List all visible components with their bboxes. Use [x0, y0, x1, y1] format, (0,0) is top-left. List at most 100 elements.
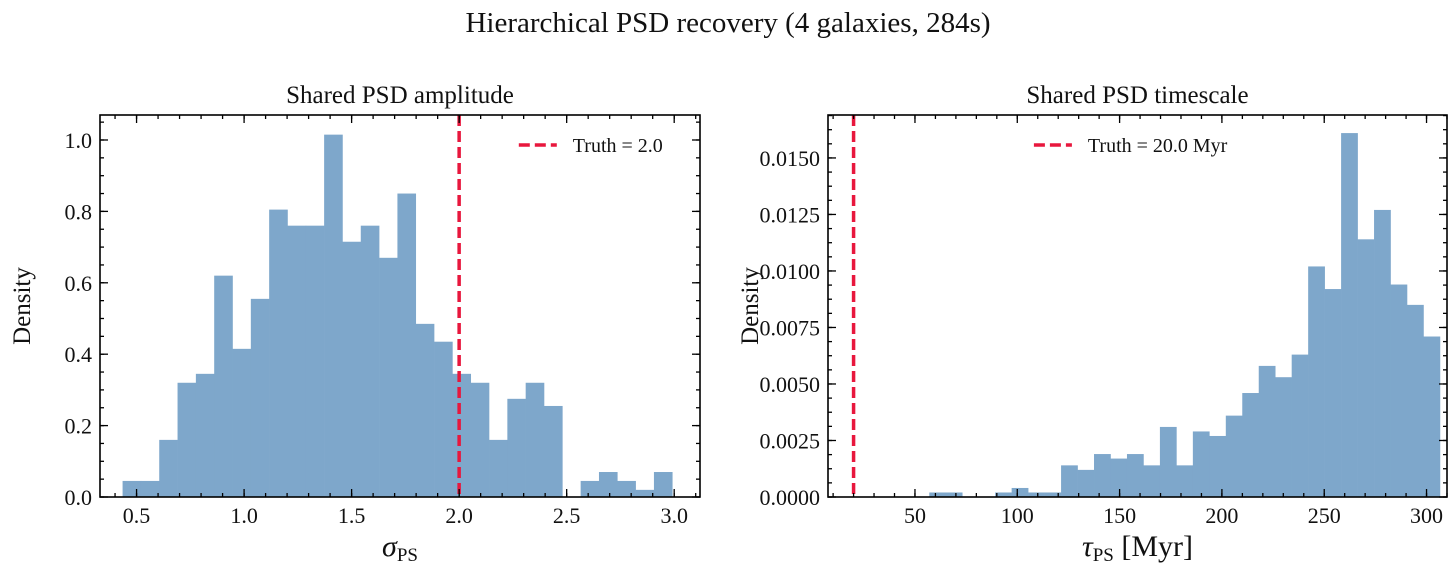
histogram-bar [305, 225, 325, 498]
legend: Truth = 2.0 [518, 135, 663, 157]
x-tick-label: 300 [1410, 503, 1443, 528]
histogram-bar [1341, 133, 1358, 497]
x-tick-label: 1.0 [230, 503, 258, 528]
histogram-bar [1011, 487, 1029, 497]
histogram-bar [1407, 304, 1424, 497]
histogram-bar [342, 241, 362, 497]
histogram-bar [580, 480, 600, 497]
histogram-bar [1374, 209, 1391, 497]
histogram-bar [1225, 415, 1243, 497]
histogram-bar [1275, 377, 1292, 497]
histogram-bar [1308, 266, 1325, 497]
histogram-bar [525, 382, 545, 497]
histogram-bar [1094, 454, 1111, 497]
histogram-bar [945, 492, 963, 497]
figure-suptitle: Hierarchical PSD recovery (4 galaxies, 2… [465, 7, 990, 39]
legend-label: Truth = 20.0 Myr [1088, 135, 1228, 157]
panel-title: Shared PSD timescale [1026, 82, 1248, 109]
histogram-bar [360, 225, 380, 498]
y-tick-label: 0.0050 [760, 372, 821, 397]
histogram-bar [159, 439, 178, 497]
histogram-bar [653, 472, 673, 497]
histogram-bar [177, 382, 197, 497]
panel-title: Shared PSD amplitude [286, 82, 514, 109]
histogram-bar [287, 225, 307, 498]
histogram-bar [1209, 435, 1227, 497]
x-tick-label: 50 [904, 503, 926, 528]
x-tick-label: 2.0 [445, 503, 473, 528]
histogram-bar [452, 373, 472, 497]
axes-frame [827, 114, 1448, 498]
y-tick-label: 0.0150 [760, 146, 821, 171]
histogram-bar [1357, 239, 1375, 497]
y-tick-label: 0.6 [65, 271, 93, 296]
x-tick-label: 100 [1001, 503, 1034, 528]
histogram-bars [929, 133, 1441, 497]
histogram-bar [507, 398, 526, 497]
histogram-bar [232, 348, 252, 497]
x-tick-label: 3.0 [660, 503, 688, 528]
histogram-bar [1126, 454, 1144, 497]
histogram-bar [1143, 465, 1161, 497]
x-axis-label-symbol: σ [382, 530, 398, 563]
histogram-bar [1192, 431, 1210, 497]
histogram-bar [1390, 284, 1408, 497]
histogram-bar [1258, 365, 1276, 497]
histogram-bar [1291, 354, 1309, 497]
legend: Truth = 20.0 Myr [1033, 135, 1228, 157]
histogram-bar [122, 480, 142, 497]
y-tick-label: 0.2 [65, 414, 93, 439]
x-tick-label: 250 [1308, 503, 1341, 528]
panel-timescale: 50 100 150 200 250 300 0.0000 0.0025 0.0050 0.007… [737, 82, 1448, 566]
x-axis-label-suffix: [Myr] [1114, 530, 1193, 563]
histogram-bar [415, 323, 435, 497]
y-tick-label: 0.0025 [760, 428, 821, 453]
histogram-bar [434, 341, 453, 497]
histogram-bar [598, 472, 618, 497]
y-axis-label: Density [9, 267, 36, 345]
legend-label: Truth = 2.0 [573, 135, 663, 157]
histogram-bar [214, 275, 233, 497]
histogram-bar [379, 257, 398, 497]
histogram-bar [1159, 426, 1177, 497]
x-axis-label: σPS [382, 530, 418, 566]
x-tick-label: 200 [1205, 503, 1238, 528]
histogram-bar [1061, 465, 1078, 497]
x-axis-label-subscript: PS [1093, 545, 1114, 566]
histogram-bar [397, 193, 417, 498]
histogram-bar [1242, 393, 1260, 497]
y-tick-label: 0.0125 [760, 202, 821, 227]
histogram-bar [140, 480, 160, 497]
histogram-bar [195, 373, 215, 497]
x-axis-label-subscript: PS [397, 545, 418, 566]
y-tick-label: 0.8 [65, 199, 93, 224]
histogram-bar [489, 439, 508, 497]
y-tick-label: 0.0 [65, 485, 93, 510]
x-tick-label: 2.5 [553, 503, 581, 528]
x-tick-label: 150 [1103, 503, 1136, 528]
histogram-bar [470, 382, 490, 497]
y-tick-label: 0.4 [65, 342, 93, 367]
histogram-bar [1176, 465, 1194, 497]
histogram-bar [1044, 492, 1062, 497]
histogram-bar [929, 492, 947, 497]
y-tick-label: 0.0100 [760, 259, 821, 284]
histogram-bar [269, 209, 288, 498]
y-tick-label: 0.0000 [760, 485, 821, 510]
x-tick-label: 0.5 [123, 503, 151, 528]
y-tick-label: 0.0075 [760, 315, 821, 340]
histogram-bar [1423, 336, 1441, 497]
histogram-bar [544, 405, 563, 497]
x-axis-label: τPS [Myr] [1082, 530, 1193, 566]
histogram-bar [250, 298, 270, 497]
histogram-bar [324, 134, 343, 497]
histogram-bars [122, 134, 673, 498]
histogram-bar [995, 492, 1012, 497]
histogram-bar [1110, 458, 1128, 497]
axes-frame [99, 114, 701, 498]
histogram-bar [1324, 289, 1342, 497]
histogram-bar [1077, 469, 1095, 497]
panel-amplitude: 0.5 1.0 1.5 2.0 2.5 3.0 0.0 0.2 0.4 0.6 0.8 1.0 Shar… [9, 82, 701, 566]
y-tick-label: 1.0 [65, 128, 93, 153]
